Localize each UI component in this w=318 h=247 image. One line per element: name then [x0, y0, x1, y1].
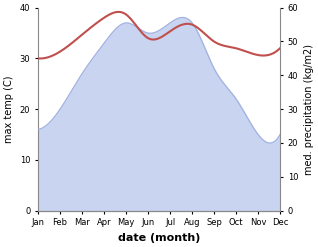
Y-axis label: med. precipitation (kg/m2): med. precipitation (kg/m2)	[304, 44, 314, 175]
Y-axis label: max temp (C): max temp (C)	[4, 75, 14, 143]
X-axis label: date (month): date (month)	[118, 233, 200, 243]
